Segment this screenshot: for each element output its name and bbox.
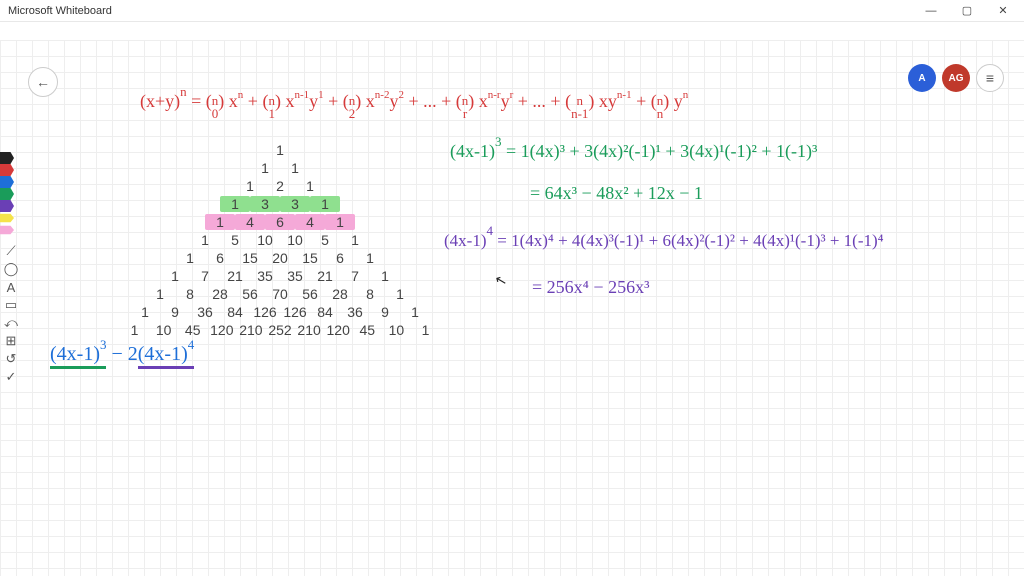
pascal-row-3: 1331 [120, 196, 440, 212]
highlighter-tool-0[interactable] [0, 212, 22, 224]
app-title: Microsoft Whiteboard [8, 5, 112, 17]
highlighter-tool-1[interactable] [0, 224, 22, 236]
bottom-expression: (4x-1)3 − 2(4x-1)4 [50, 344, 194, 364]
pascal-row-0: 1 [120, 142, 440, 158]
top-right-controls: A AG ≡ [908, 64, 1004, 92]
pascal-row-7: 172135352171 [120, 268, 440, 284]
pascal-row-9: 193684126126843691 [120, 304, 440, 320]
tool-icon-4[interactable]: ⤺ [2, 314, 20, 332]
window-buttons: — ▢ ✕ [914, 1, 1020, 21]
pascal-row-2: 121 [120, 178, 440, 194]
back-arrow-icon: ← [36, 74, 50, 90]
pascal-triangle: 1111211331146411510105116152015611721353… [120, 142, 440, 340]
tool-icon-6[interactable]: ↺ [2, 350, 20, 368]
pen-tool-1[interactable] [0, 164, 22, 176]
pascal-row-1: 11 [120, 160, 440, 176]
pascal-row-6: 1615201561 [120, 250, 440, 266]
binomial-formula: (x+y)n = (n0) xn + (n1) xn-1y1 + (n2) xn… [140, 92, 688, 120]
pen-tool-0[interactable] [0, 152, 22, 164]
tool-icon-1[interactable]: ◯ [2, 260, 20, 278]
hamburger-icon: ≡ [986, 70, 994, 86]
calc-green-line1: (4x-1)3 = 1(4x)³ + 3(4x)²(-1)¹ + 3(4x)¹(… [450, 142, 817, 160]
pascal-row-10: 1104512021025221012045101 [120, 322, 440, 338]
calc-green-line2: = 64x³ − 48x² + 12x − 1 [530, 184, 703, 202]
maximize-button[interactable]: ▢ [950, 1, 984, 21]
back-button[interactable]: ← [28, 67, 58, 97]
calc-purple-line2: = 256x⁴ − 256x³ [532, 278, 649, 296]
pascal-row-8: 18285670562881 [120, 286, 440, 302]
left-toolbar: ⟋◯A▭⤺⊞↺✓ [0, 152, 22, 386]
close-button[interactable]: ✕ [986, 1, 1020, 21]
tool-icon-7[interactable]: ✓ [2, 368, 20, 386]
pascal-row-4: 14641 [120, 214, 440, 230]
pen-tool-3[interactable] [0, 188, 22, 200]
avatar-2[interactable]: AG [942, 64, 970, 92]
tool-icon-5[interactable]: ⊞ [2, 332, 20, 350]
tool-icon-2[interactable]: A [2, 278, 20, 296]
pen-tool-4[interactable] [0, 200, 22, 212]
tool-icon-0[interactable]: ⟋ [2, 242, 20, 260]
minimize-button[interactable]: — [914, 1, 948, 21]
settings-menu-button[interactable]: ≡ [976, 64, 1004, 92]
avatar-1[interactable]: A [908, 64, 936, 92]
tool-icon-3[interactable]: ▭ [2, 296, 20, 314]
calc-purple-line1: (4x-1)4 = 1(4x)⁴ + 4(4x)³(-1)¹ + 6(4x)²(… [444, 232, 884, 249]
pascal-row-5: 15101051 [120, 232, 440, 248]
pen-tool-2[interactable] [0, 176, 22, 188]
title-bar: Microsoft Whiteboard — ▢ ✕ [0, 0, 1024, 22]
canvas[interactable]: ← A AG ≡ ⟋◯A▭⤺⊞↺✓ (x+y)n = (n0) xn + (n1… [0, 22, 1024, 576]
